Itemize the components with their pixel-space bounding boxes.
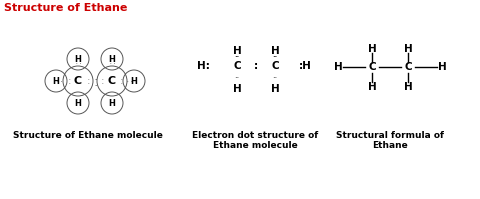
Text: H: H — [404, 82, 412, 92]
Text: ··: ·· — [272, 54, 277, 62]
Text: H: H — [108, 99, 115, 107]
Text: :: : — [254, 61, 258, 71]
Text: Structural formula of
Ethane: Structural formula of Ethane — [336, 131, 444, 150]
Text: H: H — [404, 44, 412, 54]
Text: H: H — [108, 55, 115, 63]
Text: :H: :H — [299, 61, 312, 71]
Text: H: H — [438, 62, 446, 72]
Text: Structure of Ethane molecule: Structure of Ethane molecule — [13, 131, 163, 140]
Text: .: . — [120, 76, 122, 82]
Text: H: H — [74, 55, 82, 63]
Text: .: . — [87, 81, 89, 86]
Text: H:: H: — [197, 61, 209, 71]
Text: ··: ·· — [234, 74, 240, 84]
Text: C: C — [108, 76, 116, 86]
Text: H: H — [53, 76, 60, 86]
Text: H: H — [74, 99, 82, 107]
Text: Electron dot structure of
Ethane molecule: Electron dot structure of Ethane molecul… — [192, 131, 318, 150]
Text: . .: . . — [110, 97, 116, 101]
Text: .: . — [120, 81, 122, 86]
Text: .: . — [94, 81, 96, 87]
Text: H: H — [233, 46, 241, 56]
Text: .: . — [87, 76, 89, 82]
Text: C: C — [233, 61, 241, 71]
Text: . .: . . — [76, 60, 82, 65]
Text: H: H — [368, 82, 376, 92]
Text: H: H — [334, 62, 342, 72]
Text: H: H — [233, 84, 241, 94]
Text: .: . — [94, 75, 96, 81]
Text: .: . — [68, 76, 70, 82]
Text: C: C — [404, 62, 412, 72]
Text: . .: . . — [127, 77, 132, 83]
Text: H: H — [271, 84, 279, 94]
Text: C: C — [368, 62, 376, 72]
Text: ··: ·· — [272, 74, 277, 84]
Text: .: . — [68, 81, 70, 86]
Text: ··: ·· — [234, 54, 240, 62]
Text: .: . — [101, 76, 103, 82]
Text: .: . — [101, 81, 103, 86]
Text: . .: . . — [58, 77, 62, 83]
Text: Structure of Ethane: Structure of Ethane — [4, 3, 127, 13]
Text: C: C — [74, 76, 82, 86]
Text: H: H — [131, 76, 137, 86]
Text: H: H — [271, 46, 279, 56]
Text: . .: . . — [110, 60, 116, 65]
Text: C: C — [271, 61, 279, 71]
Text: . .: . . — [76, 97, 82, 101]
Text: ··: ·· — [272, 54, 277, 62]
Text: ··: ·· — [234, 54, 240, 62]
Text: H: H — [368, 44, 376, 54]
